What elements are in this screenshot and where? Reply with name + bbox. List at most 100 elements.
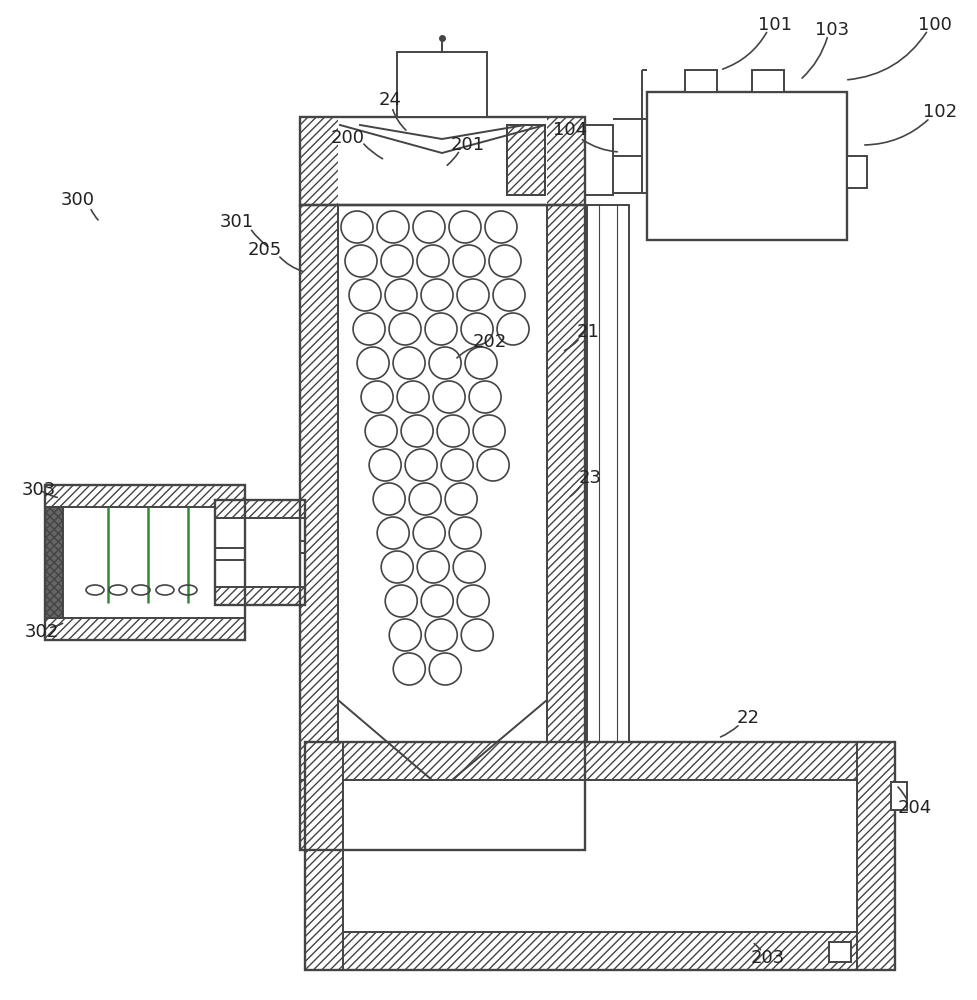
Bar bbox=[300, 117, 585, 205]
Circle shape bbox=[417, 551, 449, 583]
Circle shape bbox=[394, 653, 425, 685]
Circle shape bbox=[365, 415, 397, 447]
Circle shape bbox=[402, 415, 433, 447]
Circle shape bbox=[413, 211, 445, 243]
Text: 100: 100 bbox=[918, 16, 952, 34]
Circle shape bbox=[409, 483, 442, 515]
Text: 103: 103 bbox=[815, 21, 849, 39]
Circle shape bbox=[429, 347, 461, 379]
Circle shape bbox=[453, 551, 486, 583]
Bar bbox=[343, 780, 857, 932]
Bar bbox=[647, 92, 847, 240]
Text: 22: 22 bbox=[737, 709, 759, 727]
Circle shape bbox=[421, 585, 453, 617]
Text: 301: 301 bbox=[220, 213, 254, 231]
Circle shape bbox=[341, 211, 373, 243]
Text: 101: 101 bbox=[758, 16, 792, 34]
Circle shape bbox=[457, 585, 489, 617]
Bar bbox=[300, 205, 585, 850]
Circle shape bbox=[361, 381, 393, 413]
Circle shape bbox=[489, 245, 521, 277]
Bar bbox=[829, 942, 851, 962]
Circle shape bbox=[429, 653, 461, 685]
Circle shape bbox=[442, 449, 473, 481]
Bar bbox=[397, 52, 487, 117]
Bar bbox=[45, 507, 63, 618]
Bar bbox=[507, 125, 545, 195]
Text: 203: 203 bbox=[751, 949, 786, 967]
Text: 303: 303 bbox=[22, 481, 57, 499]
Bar bbox=[685, 70, 717, 92]
Bar bbox=[305, 742, 895, 970]
Bar bbox=[45, 485, 245, 640]
Bar bbox=[215, 587, 305, 605]
Circle shape bbox=[389, 619, 421, 651]
Circle shape bbox=[369, 449, 402, 481]
Circle shape bbox=[417, 245, 449, 277]
Bar bbox=[891, 782, 907, 810]
Circle shape bbox=[465, 347, 497, 379]
Bar bbox=[547, 205, 585, 850]
Circle shape bbox=[449, 517, 482, 549]
Circle shape bbox=[353, 313, 385, 345]
Circle shape bbox=[497, 313, 530, 345]
Circle shape bbox=[453, 245, 485, 277]
Bar bbox=[215, 500, 305, 605]
Circle shape bbox=[485, 211, 517, 243]
Bar bbox=[300, 117, 585, 205]
Circle shape bbox=[381, 245, 413, 277]
Text: 202: 202 bbox=[473, 333, 507, 351]
Circle shape bbox=[393, 347, 425, 379]
Circle shape bbox=[461, 619, 493, 651]
Bar bbox=[847, 156, 867, 188]
Bar bbox=[215, 500, 305, 518]
Circle shape bbox=[377, 211, 409, 243]
Text: 21: 21 bbox=[576, 323, 600, 341]
Bar bbox=[45, 485, 245, 507]
Bar bbox=[300, 205, 338, 850]
Bar bbox=[45, 618, 245, 640]
Circle shape bbox=[493, 279, 525, 311]
Bar bbox=[587, 205, 629, 742]
Circle shape bbox=[413, 517, 446, 549]
Circle shape bbox=[377, 517, 409, 549]
Bar bbox=[215, 500, 305, 605]
Bar bbox=[305, 742, 343, 970]
Bar bbox=[300, 780, 585, 850]
Circle shape bbox=[469, 381, 501, 413]
Text: 204: 204 bbox=[898, 799, 932, 817]
Circle shape bbox=[385, 585, 417, 617]
Circle shape bbox=[405, 449, 437, 481]
Bar bbox=[857, 742, 895, 970]
Bar bbox=[305, 932, 895, 970]
Circle shape bbox=[345, 245, 377, 277]
Text: 300: 300 bbox=[61, 191, 95, 209]
Text: 24: 24 bbox=[378, 91, 402, 109]
Text: 201: 201 bbox=[451, 136, 485, 154]
Circle shape bbox=[421, 279, 453, 311]
Bar bbox=[585, 125, 613, 195]
Circle shape bbox=[373, 483, 405, 515]
Circle shape bbox=[437, 415, 469, 447]
Bar bbox=[45, 485, 245, 640]
Bar bbox=[338, 205, 547, 780]
Bar bbox=[305, 742, 895, 970]
Text: 200: 200 bbox=[331, 129, 365, 147]
Text: 104: 104 bbox=[553, 121, 587, 139]
Text: 302: 302 bbox=[25, 623, 60, 641]
Circle shape bbox=[389, 313, 421, 345]
Circle shape bbox=[446, 483, 477, 515]
Bar bbox=[507, 125, 545, 195]
Circle shape bbox=[461, 313, 493, 345]
Circle shape bbox=[381, 551, 413, 583]
Bar bbox=[305, 742, 895, 780]
Circle shape bbox=[473, 415, 505, 447]
Circle shape bbox=[457, 279, 489, 311]
Circle shape bbox=[397, 381, 429, 413]
Circle shape bbox=[357, 347, 389, 379]
Bar bbox=[752, 70, 784, 92]
Circle shape bbox=[449, 211, 481, 243]
Circle shape bbox=[477, 449, 509, 481]
Circle shape bbox=[425, 619, 457, 651]
Circle shape bbox=[349, 279, 381, 311]
